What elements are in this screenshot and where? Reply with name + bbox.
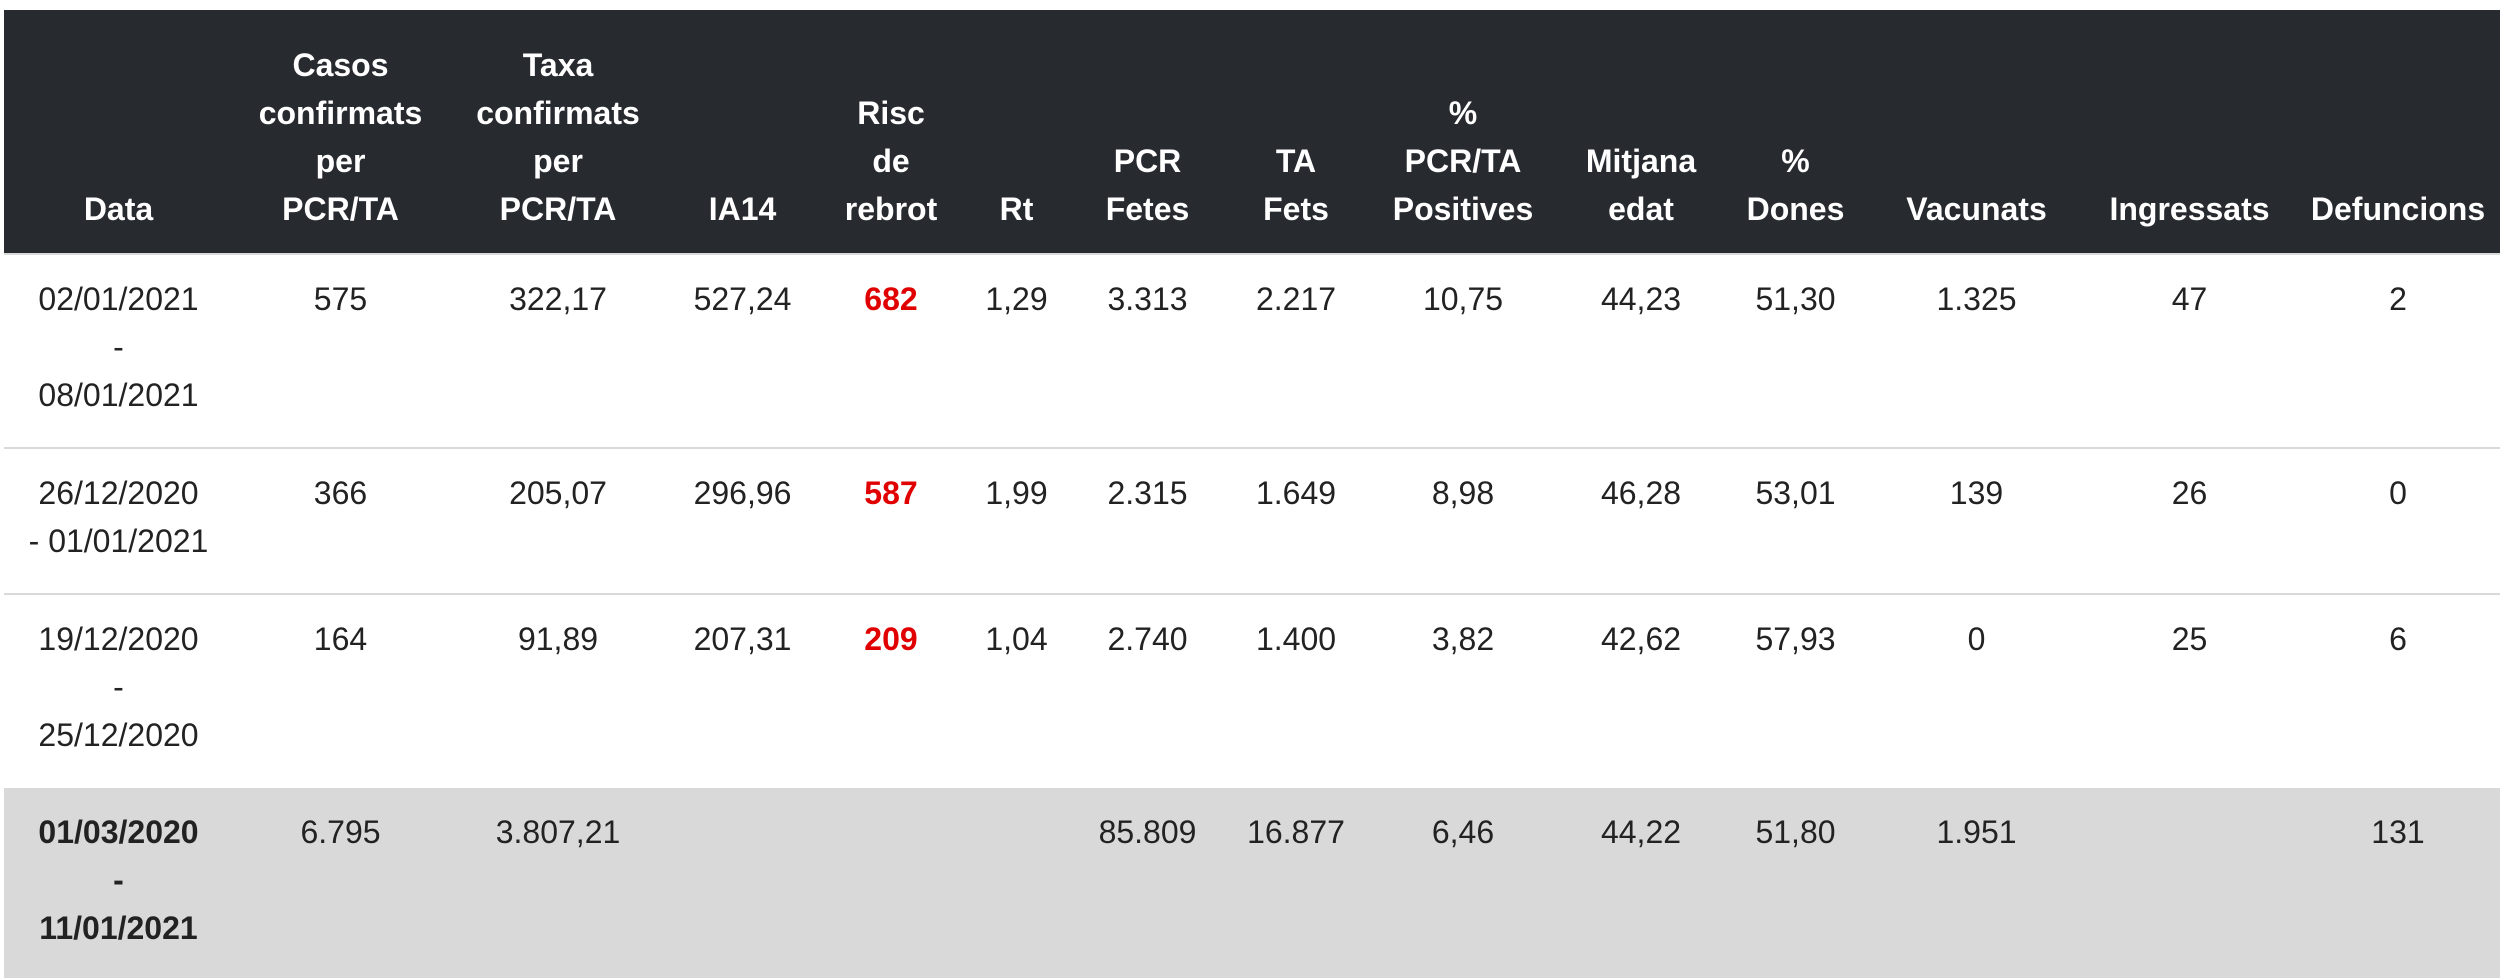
cell-defuncions: 2 xyxy=(2296,253,2500,448)
cell-vacunats: 1.325 xyxy=(1870,253,2083,448)
covid-stats-table: Data Casos confirmats per PCR/TA Taxa confir… xyxy=(4,10,2500,978)
cell-defuncions: 0 xyxy=(2296,447,2500,594)
header-data[interactable]: Data xyxy=(83,191,154,227)
cell-rt-total xyxy=(965,788,1068,978)
cell-casos: 575 xyxy=(233,253,448,448)
cell-taxa: 322,17 xyxy=(448,253,668,448)
cell-ingressats-total xyxy=(2083,788,2296,978)
cell-rt: 1,99 xyxy=(965,447,1068,594)
cell-date: 26/12/2020- 01/01/2021 xyxy=(4,447,233,594)
cell-date: 02/01/2021-08/01/2021 xyxy=(4,253,233,448)
cell-pcr: 2.315 xyxy=(1068,447,1227,594)
cell-ia14: 527,24 xyxy=(668,253,817,448)
cell-taxa-total: 3.807,21 xyxy=(495,814,621,850)
header-defuncions[interactable]: Defuncions xyxy=(2310,191,2486,227)
header-dones[interactable]: % Dones xyxy=(1746,143,1845,227)
header-ia14[interactable]: IA14 xyxy=(708,191,777,227)
cell-risc: 587 xyxy=(817,447,965,594)
cell-ia14: 296,96 xyxy=(668,447,817,594)
cell-edat: 42,62 xyxy=(1561,593,1721,788)
cell-dones: 51,30 xyxy=(1721,253,1870,448)
cell-ta-total: 16.877 xyxy=(1247,814,1345,850)
cell-positives-total: 6,46 xyxy=(1431,814,1495,850)
cell-ia14: 207,31 xyxy=(668,593,817,788)
cell-defuncions-total: 131 xyxy=(2371,814,2425,850)
cell-dones: 57,93 xyxy=(1721,593,1870,788)
cell-risc: 682 xyxy=(817,253,965,448)
cell-risc-total xyxy=(817,788,965,978)
cell-positives: 10,75 xyxy=(1365,253,1561,448)
cell-taxa: 205,07 xyxy=(448,447,668,594)
header-ingressats[interactable]: Ingressats xyxy=(2109,191,2270,227)
cell-ia14-total xyxy=(668,788,817,978)
cell-rt: 1,29 xyxy=(965,253,1068,448)
cell-taxa: 91,89 xyxy=(448,593,668,788)
cell-dones-total: 51,80 xyxy=(1755,814,1836,850)
cell-defuncions: 6 xyxy=(2296,593,2500,788)
cell-pcr: 3.313 xyxy=(1068,253,1227,448)
table-row: 19/12/2020-25/12/2020 164 91,89 207,31 2… xyxy=(4,593,2500,788)
header-pcr[interactable]: PCR Fetes xyxy=(1105,143,1190,227)
cell-pcr: 2.740 xyxy=(1068,593,1227,788)
cell-edat: 46,28 xyxy=(1561,447,1721,594)
total-row: 01/03/2020-11/01/2021 6.795 3.807,21 85.… xyxy=(4,788,2500,978)
cell-ta: 1.400 xyxy=(1227,593,1365,788)
cell-vacunats-total: 1.951 xyxy=(1936,814,2017,850)
table-row: 02/01/2021-08/01/2021 575 322,17 527,24 … xyxy=(4,253,2500,448)
cell-casos: 366 xyxy=(233,447,448,594)
cell-vacunats: 0 xyxy=(1870,593,2083,788)
cell-positives: 8,98 xyxy=(1365,447,1561,594)
header-casos[interactable]: Casos confirmats per PCR/TA xyxy=(258,47,423,227)
header-vacunats[interactable]: Vacunats xyxy=(1906,191,2047,227)
header-positives[interactable]: % PCR/TA Positives xyxy=(1392,95,1534,227)
header-row: Data Casos confirmats per PCR/TA Taxa confir… xyxy=(4,10,2500,254)
cell-dones: 53,01 xyxy=(1721,447,1870,594)
header-risc[interactable]: Risc de rebrot xyxy=(844,95,938,227)
cell-positives: 3,82 xyxy=(1365,593,1561,788)
cell-casos-total: 6.795 xyxy=(300,814,381,850)
cell-risc: 209 xyxy=(817,593,965,788)
cell-date: 19/12/2020-25/12/2020 xyxy=(4,593,233,788)
cell-vacunats: 139 xyxy=(1870,447,2083,594)
cell-rt: 1,04 xyxy=(965,593,1068,788)
cell-ingressats: 47 xyxy=(2083,253,2296,448)
cell-ingressats: 25 xyxy=(2083,593,2296,788)
stats-table-container: Data Casos confirmats per PCR/TA Taxa confir… xyxy=(4,10,2500,978)
cell-edat-total: 44,22 xyxy=(1600,814,1682,850)
table-row: 26/12/2020- 01/01/2021 366 205,07 296,96… xyxy=(4,447,2500,594)
cell-ingressats: 26 xyxy=(2083,447,2296,594)
cell-date-total: 01/03/2020-11/01/2021 xyxy=(38,814,199,946)
header-taxa[interactable]: Taxa confirmats per PCR/TA xyxy=(476,47,640,227)
cell-ta: 1.649 xyxy=(1227,447,1365,594)
header-edat[interactable]: Mitjana edat xyxy=(1585,143,1697,227)
cell-edat: 44,23 xyxy=(1561,253,1721,448)
cell-ta: 2.217 xyxy=(1227,253,1365,448)
cell-pcr-total: 85.809 xyxy=(1098,814,1197,850)
cell-casos: 164 xyxy=(233,593,448,788)
header-ta[interactable]: TA Fets xyxy=(1263,143,1329,227)
header-rt[interactable]: Rt xyxy=(999,191,1034,227)
